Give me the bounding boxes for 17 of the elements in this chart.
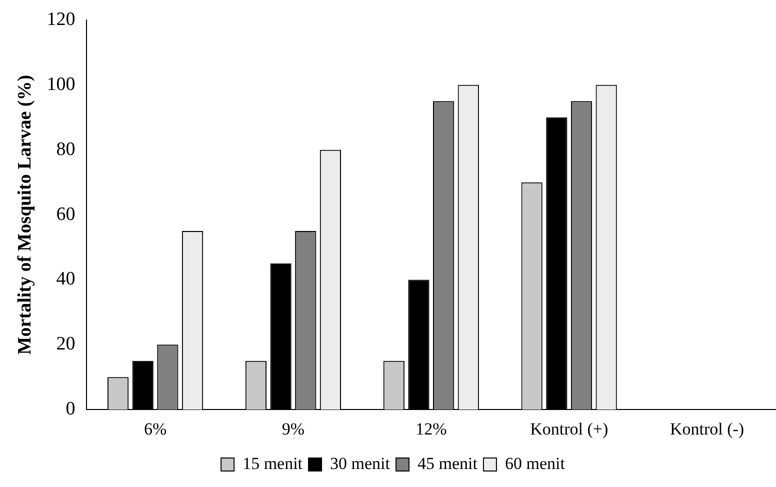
x-tick-label: Kontrol (+) <box>530 419 608 438</box>
y-tick-label: 100 <box>46 74 76 95</box>
y-tick-label: 40 <box>56 268 76 290</box>
y-tick-label: 120 <box>46 8 76 30</box>
legend-label: 45 menit <box>418 454 478 473</box>
y-tick-label: 60 <box>56 204 76 225</box>
y-tick-label: 20 <box>56 334 76 355</box>
y-tick-label: 0 <box>66 398 76 420</box>
legend-label: 15 menit <box>242 454 303 473</box>
legend-label: 30 menit <box>330 454 390 473</box>
x-tick-label: Kontrol (-) <box>670 419 744 438</box>
y-tick-label: 80 <box>56 138 76 160</box>
y-axis-title: Mortality of Mosquito Larvae (%) <box>14 74 36 355</box>
x-tick-label: 6% <box>144 419 167 438</box>
x-tick-label: 12% <box>416 419 447 438</box>
x-tick-label: 9% <box>282 419 305 438</box>
legend-label: 60 menit <box>504 454 566 473</box>
